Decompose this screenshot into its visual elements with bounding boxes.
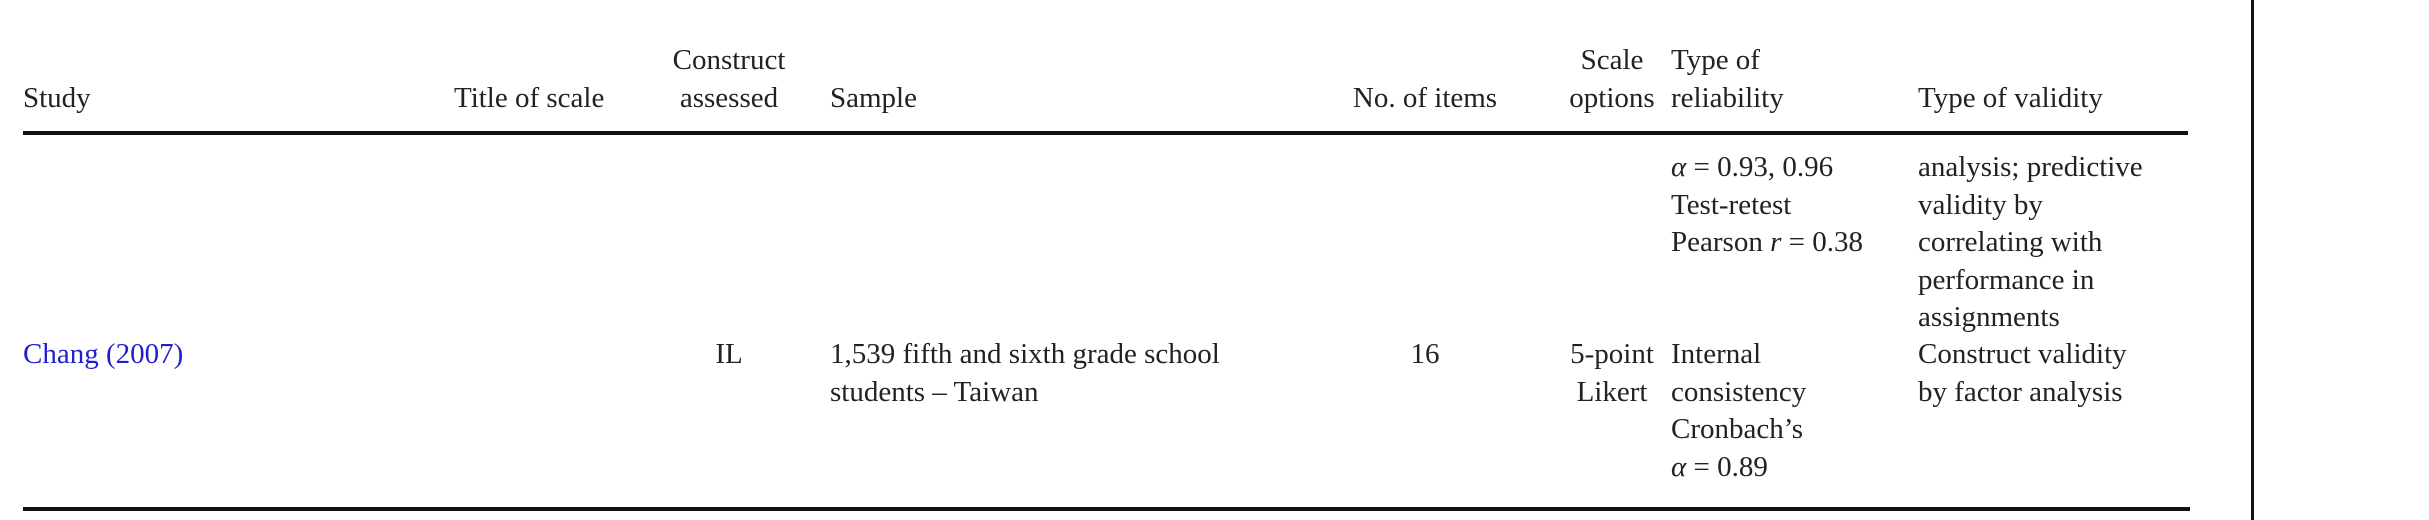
cell-chang-2007-row-scale: 5-point Likert <box>1512 336 1712 411</box>
cell-text: = 0.93, 0.96 <box>1686 151 1834 183</box>
column-header-label: assessed <box>679 81 779 114</box>
column-header-label: Type of validity <box>1918 81 2103 114</box>
cell-text: consistency <box>1671 375 1807 408</box>
column-header-study: Study <box>23 80 91 118</box>
column-header-label: options <box>1569 81 1655 114</box>
column-header-scale: Scale options <box>1512 42 1712 117</box>
column-header-label: Scale <box>1580 44 1644 76</box>
cell-text: Construct validity <box>1918 338 2127 370</box>
column-header-items: No. of items <box>1325 80 1525 118</box>
cell-text: assignments <box>1918 301 2060 333</box>
column-header-label: Title of scale <box>454 81 605 114</box>
cell-text: Internal <box>1671 338 1762 370</box>
cell-text: 5-point <box>1570 338 1654 370</box>
column-header-label: reliability <box>1671 81 1784 114</box>
cell-chang-2007-row-validity: Construct validity by factor analysis <box>1918 336 2127 411</box>
cell-text: IL <box>715 338 743 370</box>
column-header-label: Construct <box>672 44 786 76</box>
bottom-rule <box>23 507 2190 511</box>
cell-text: Likert <box>1576 375 1648 408</box>
cell-text: α <box>1671 450 1687 483</box>
cell-text: r <box>1770 226 1782 258</box>
cell-chang-2007-row-construct: IL <box>629 336 829 374</box>
header-rule <box>23 131 2188 135</box>
cell-text: Test-retest <box>1671 188 1792 221</box>
cell-text: validity by <box>1918 188 2043 221</box>
column-header-label: No. of items <box>1352 81 1498 114</box>
cell-text: correlating with <box>1918 226 2103 258</box>
cell-text: Pearson <box>1671 226 1771 258</box>
column-header-label: Type of <box>1671 44 1760 76</box>
cell-text: Cronbach’s <box>1671 413 1804 445</box>
cell-text: students – Taiwan <box>830 375 1039 408</box>
page-edge-divider <box>2251 0 2254 520</box>
cell-text: analysis; predictive <box>1918 151 2143 183</box>
column-header-sample: Sample <box>830 80 917 118</box>
cell-chang-2007-row-sample: 1,539 fifth and sixth grade school studen… <box>830 336 1220 411</box>
column-header-construct: Construct assessed <box>629 42 829 117</box>
cell-chang-2007-row-reliability: Internal consistency Cronbach’s α = 0.89 <box>1671 336 1806 486</box>
cell-text: by factor analysis <box>1918 375 2123 408</box>
cell-previous-row-continuation-validity: analysis; predictive validity by correlati… <box>1918 149 2143 337</box>
column-header-title: Title of scale <box>454 80 604 118</box>
cell-text: performance in <box>1918 263 2095 296</box>
cell-chang-2007-row-items: 16 <box>1325 336 1525 374</box>
column-header-reliability: Type of reliability <box>1671 42 1784 117</box>
column-header-label: Sample <box>830 81 917 114</box>
cell-text: α <box>1671 151 1687 183</box>
cell-chang-2007-row-study: Chang (2007) <box>23 336 183 374</box>
cell-text: 16 <box>1410 338 1440 370</box>
study-link-chang-2007[interactable]: Chang (2007) <box>23 338 184 370</box>
cell-previous-row-continuation-reliability: α = 0.93, 0.96 Test-retest Pearson r = 0.3… <box>1671 149 1863 262</box>
cell-text: = 0.38 <box>1781 226 1863 258</box>
column-header-label: Study <box>23 81 91 114</box>
cell-text: 1,539 fifth and sixth grade school <box>830 338 1220 370</box>
column-header-validity: Type of validity <box>1918 80 2103 118</box>
cell-text: = 0.89 <box>1686 450 1768 483</box>
